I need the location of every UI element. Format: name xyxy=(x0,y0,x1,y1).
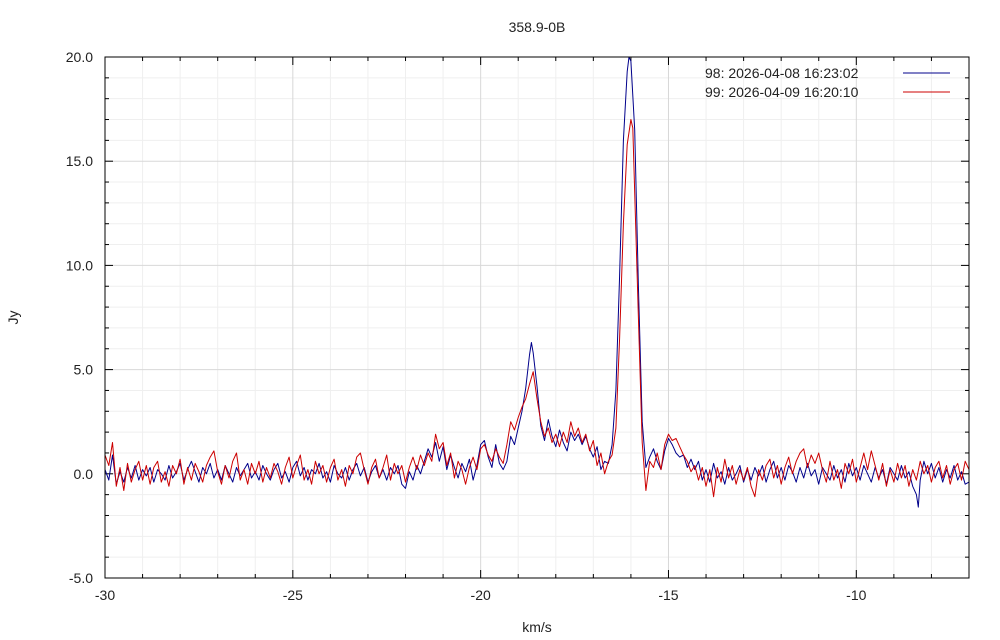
legend: 98: 2026-04-08 16:23:02 99: 2026-04-09 16… xyxy=(705,65,950,100)
x-tick-label: -20 xyxy=(471,587,491,603)
x-tick-label: -10 xyxy=(846,587,866,603)
y-tick-label: 15.0 xyxy=(66,153,93,169)
series-line-99 xyxy=(104,119,970,498)
series-line-98 xyxy=(104,56,970,508)
y-tick-label: 5.0 xyxy=(74,362,94,378)
y-tick-label: 20.0 xyxy=(66,49,93,65)
legend-label: 98: 2026-04-08 16:23:02 xyxy=(705,65,859,81)
x-axis-label: km/s xyxy=(522,619,552,635)
y-tick-label: -5.0 xyxy=(69,570,93,586)
series-lines xyxy=(104,56,970,508)
y-tick-label: 0.0 xyxy=(74,466,94,482)
tick-labels: -30 -25 -20 -15 -10 -5.0 0.0 5.0 10.0 15.0 20.0 xyxy=(66,49,867,603)
x-tick-label: -30 xyxy=(95,587,115,603)
x-tick-label: -15 xyxy=(658,587,678,603)
chart-title: 358.9-0B xyxy=(509,19,566,35)
y-tick-label: 10.0 xyxy=(66,257,93,273)
x-tick-label: -25 xyxy=(283,587,303,603)
y-axis-label: Jy xyxy=(5,311,21,325)
legend-label: 99: 2026-04-09 16:20:10 xyxy=(705,84,859,100)
plot-frame xyxy=(104,56,970,579)
grid xyxy=(104,56,970,579)
